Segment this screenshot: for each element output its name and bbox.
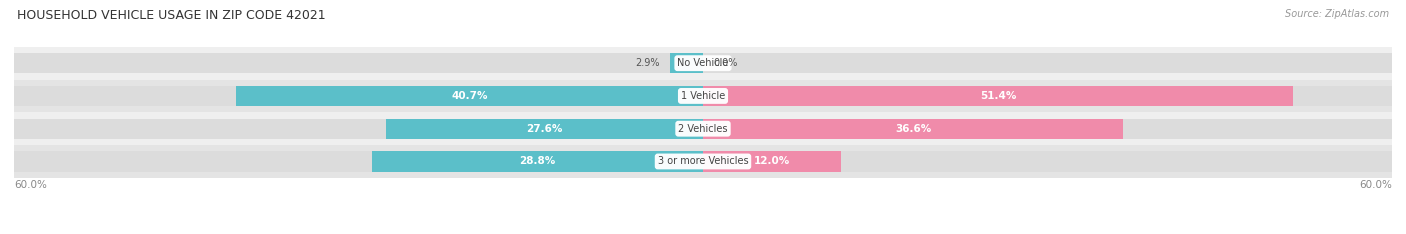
Bar	[703, 86, 1294, 106]
Text: No Vehicle: No Vehicle	[678, 58, 728, 68]
Bar	[14, 53, 703, 73]
Text: 28.8%: 28.8%	[520, 157, 555, 166]
Bar	[14, 145, 1392, 178]
Bar	[703, 151, 1392, 172]
Bar	[703, 86, 1392, 106]
Bar	[703, 119, 1123, 139]
Text: 40.7%: 40.7%	[451, 91, 488, 101]
Text: 1 Vehicle: 1 Vehicle	[681, 91, 725, 101]
Text: 2.9%: 2.9%	[636, 58, 659, 68]
Bar	[14, 119, 703, 139]
Text: 51.4%: 51.4%	[980, 91, 1017, 101]
Bar	[14, 86, 703, 106]
Text: 2 Vehicles: 2 Vehicles	[678, 124, 728, 134]
Text: 27.6%: 27.6%	[526, 124, 562, 134]
Legend: Owner-occupied, Renter-occupied: Owner-occupied, Renter-occupied	[591, 233, 815, 234]
Bar	[14, 151, 703, 172]
Bar	[14, 47, 1392, 80]
Bar	[703, 119, 1392, 139]
Text: 60.0%: 60.0%	[1360, 180, 1392, 190]
Bar	[669, 53, 703, 73]
Text: 0.0%: 0.0%	[713, 58, 738, 68]
Bar	[703, 151, 841, 172]
Bar	[703, 53, 1392, 73]
Bar	[14, 112, 1392, 145]
Bar	[14, 80, 1392, 112]
Text: 60.0%: 60.0%	[14, 180, 46, 190]
Bar	[387, 119, 703, 139]
Text: 36.6%: 36.6%	[896, 124, 931, 134]
Bar	[373, 151, 703, 172]
Text: HOUSEHOLD VEHICLE USAGE IN ZIP CODE 42021: HOUSEHOLD VEHICLE USAGE IN ZIP CODE 4202…	[17, 9, 326, 22]
Text: Source: ZipAtlas.com: Source: ZipAtlas.com	[1285, 9, 1389, 19]
Bar	[236, 86, 703, 106]
Text: 12.0%: 12.0%	[754, 157, 790, 166]
Text: 3 or more Vehicles: 3 or more Vehicles	[658, 157, 748, 166]
